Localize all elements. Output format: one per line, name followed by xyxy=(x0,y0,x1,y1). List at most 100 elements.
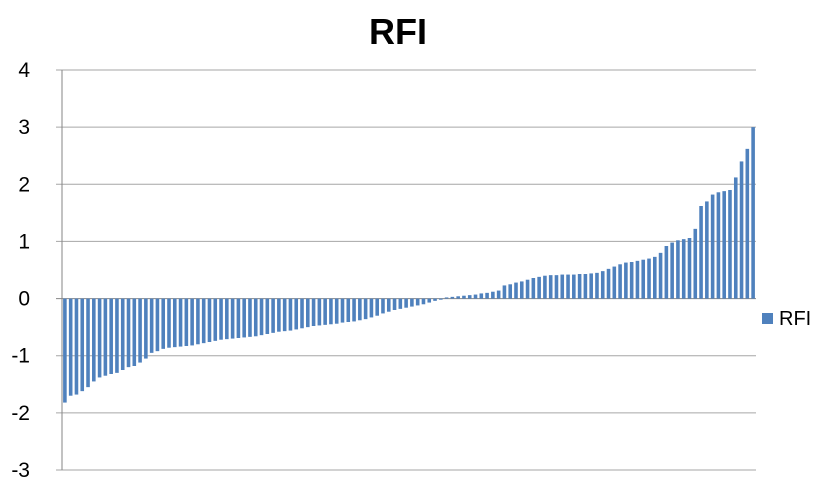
bar xyxy=(265,298,270,334)
bar xyxy=(647,258,651,299)
bar xyxy=(415,298,420,306)
legend-label-rfi: RFI xyxy=(779,308,811,330)
bar xyxy=(624,262,628,299)
bar xyxy=(386,298,391,312)
bar xyxy=(120,298,125,370)
bar xyxy=(184,298,189,346)
bar xyxy=(346,298,351,322)
bar xyxy=(479,293,484,299)
bar xyxy=(525,279,530,299)
bar-series-rfi xyxy=(63,127,755,403)
bar xyxy=(63,298,67,403)
bar xyxy=(641,259,646,299)
bar xyxy=(329,298,333,325)
bar xyxy=(201,298,206,344)
bar xyxy=(317,298,322,326)
bar xyxy=(207,298,212,342)
bar xyxy=(537,276,541,299)
bar xyxy=(427,298,432,303)
bar xyxy=(739,161,744,299)
bar xyxy=(473,294,478,299)
bar xyxy=(381,298,385,314)
bar xyxy=(421,298,426,305)
bar xyxy=(68,298,73,396)
bar xyxy=(138,298,142,363)
bar xyxy=(491,291,495,299)
bar xyxy=(733,177,738,299)
bar xyxy=(92,298,96,382)
bar xyxy=(398,298,403,309)
bar xyxy=(681,239,686,299)
bar xyxy=(167,298,171,348)
bar xyxy=(392,298,397,310)
y-tick-label: 3 xyxy=(18,116,30,139)
bar xyxy=(595,272,599,299)
bar xyxy=(618,264,622,299)
bar xyxy=(363,298,368,320)
bar xyxy=(230,298,235,339)
bar xyxy=(80,298,85,392)
bar xyxy=(149,298,154,353)
chart-title: RFI xyxy=(369,11,427,52)
bar xyxy=(225,298,229,340)
bar xyxy=(74,298,79,395)
bar xyxy=(86,298,90,388)
bar xyxy=(664,246,669,299)
y-tick-label: 4 xyxy=(18,59,30,82)
bar xyxy=(577,274,582,299)
bar xyxy=(572,274,576,299)
bar xyxy=(716,192,721,299)
legend: RFI xyxy=(762,308,811,330)
bar xyxy=(300,298,304,329)
bar xyxy=(306,298,310,328)
bar xyxy=(560,274,565,299)
bar xyxy=(404,298,408,308)
bar xyxy=(699,206,703,299)
bar xyxy=(444,297,449,299)
bar xyxy=(242,298,246,338)
bar xyxy=(485,292,489,299)
bar xyxy=(248,298,252,337)
bar xyxy=(271,298,275,333)
bar xyxy=(219,298,223,340)
bar xyxy=(531,278,536,299)
bar xyxy=(172,298,177,348)
bar xyxy=(375,298,379,316)
bar xyxy=(519,281,524,299)
bar xyxy=(358,298,362,321)
bar xyxy=(236,298,241,338)
bar xyxy=(722,191,726,299)
bar xyxy=(728,190,732,299)
bar xyxy=(496,290,501,299)
bar xyxy=(600,271,605,299)
bar xyxy=(653,256,657,299)
bar xyxy=(629,262,634,299)
gridlines xyxy=(56,69,756,471)
y-axis-ticks: 4 3 2 1 0 -1 -2 -3 xyxy=(11,59,30,482)
bar xyxy=(277,298,281,332)
bar xyxy=(109,298,113,374)
bar xyxy=(178,298,183,347)
y-tick-label: -3 xyxy=(11,459,30,482)
legend-swatch xyxy=(762,313,773,324)
bar xyxy=(751,127,755,299)
bar xyxy=(196,298,200,345)
bar xyxy=(190,298,194,346)
bar xyxy=(433,298,437,301)
bar xyxy=(670,242,674,299)
bar xyxy=(583,274,588,299)
bar xyxy=(144,298,148,359)
bar xyxy=(288,298,293,331)
bar xyxy=(340,298,345,323)
bar xyxy=(115,298,119,373)
y-tick-label: 0 xyxy=(18,288,30,311)
bar xyxy=(450,296,455,299)
bar xyxy=(334,298,339,324)
bar xyxy=(352,298,356,322)
bar xyxy=(439,298,443,300)
y-tick-label: -1 xyxy=(11,345,30,368)
bar xyxy=(253,298,258,337)
bar xyxy=(467,295,472,299)
y-tick-label: 1 xyxy=(18,230,30,253)
bar xyxy=(543,275,547,299)
